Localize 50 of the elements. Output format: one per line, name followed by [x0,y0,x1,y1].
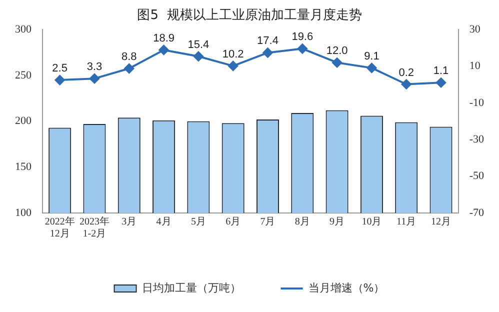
point [401,79,412,90]
data-label: 1.1 [433,65,449,78]
data-label: 2.5 [52,62,68,75]
data-label: 9.1 [364,50,380,62]
y2-tick-label: -70 [469,206,484,219]
x-tick-label: 9月 [330,216,345,228]
x-tick-label: 2023年 1-2月 [79,216,110,240]
data-label: 3.3 [86,61,102,74]
point [158,44,169,55]
y-tick-label: 150 [15,161,32,174]
legend-label: 日均加工量（万吨） [142,281,241,294]
x-tick-label: 5月 [190,216,206,228]
data-label: 18.9 [153,32,174,44]
y2-tick-label: -50 [469,170,484,182]
y2-tick-label: 10 [469,60,481,72]
x-tick-label: 8月 [294,216,310,228]
point [54,75,65,86]
x-tick-label: 2022年 12月 [44,216,75,240]
chart-title: 图5 规模以上工业原油加工量月度走势 [137,7,362,24]
x-tick-label: 10月 [362,216,382,228]
point [193,51,204,62]
x-tick-label: 4月 [156,216,172,228]
x-tick-label: 11月 [396,216,416,228]
point [124,63,134,74]
legend-label: 当月增速（%） [308,281,385,294]
data-label: 8.8 [121,51,137,64]
y-tick-label: 200 [15,115,32,128]
data-label: 17.4 [257,35,278,48]
data-label: 0.2 [398,66,414,79]
point [366,62,377,73]
point [297,44,308,54]
y2-tick-label: -30 [469,134,484,146]
point [332,58,342,68]
y2-tick-label: 30 [469,23,481,36]
point [262,48,273,58]
data-label: 19.6 [292,31,314,44]
y-tick-label: 100 [15,206,32,219]
data-label: 15.4 [188,38,210,51]
x-tick-label: 7月 [260,216,276,228]
data-label: 10.2 [222,48,244,60]
x-tick-label: 6月 [226,216,241,228]
x-tick-label: 12月 [431,216,452,228]
data-label: 12.0 [326,45,348,58]
y-tick-label: 250 [15,69,32,82]
y2-tick-label: -10 [469,96,484,109]
y-tick-label: 300 [15,23,32,36]
point [89,74,100,84]
x-tick-label: 3月 [122,216,137,228]
point [436,78,446,88]
point [228,60,238,71]
